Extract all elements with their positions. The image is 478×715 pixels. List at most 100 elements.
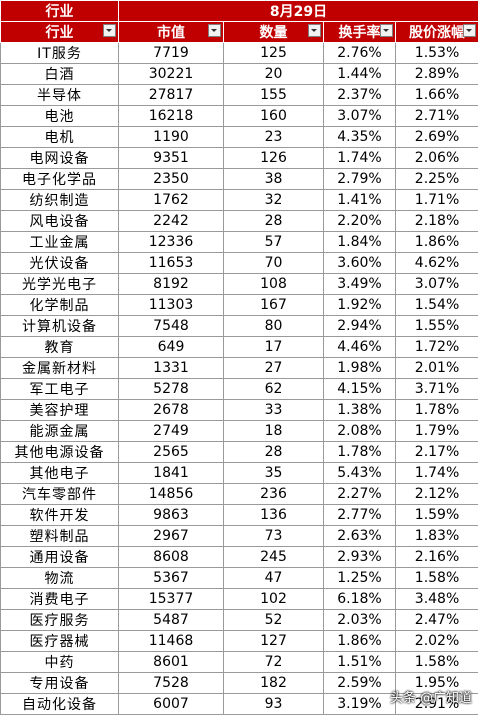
price-change-cell[interactable]: 1.66% bbox=[396, 85, 478, 106]
count-cell[interactable]: 167 bbox=[224, 295, 324, 316]
turnover-cell[interactable]: 3.60% bbox=[324, 253, 396, 274]
filter-dropdown-icon[interactable] bbox=[308, 24, 321, 37]
industry-cell[interactable]: 医疗器械 bbox=[1, 631, 119, 652]
turnover-cell[interactable]: 2.03% bbox=[324, 610, 396, 631]
turnover-cell[interactable]: 1.25% bbox=[324, 568, 396, 589]
count-cell[interactable]: 47 bbox=[224, 568, 324, 589]
turnover-cell[interactable]: 3.49% bbox=[324, 274, 396, 295]
count-cell[interactable]: 126 bbox=[224, 148, 324, 169]
industry-cell[interactable]: 纺织制造 bbox=[1, 190, 119, 211]
filter-dropdown-icon[interactable] bbox=[380, 24, 393, 37]
turnover-cell[interactable]: 4.35% bbox=[324, 127, 396, 148]
price-change-cell[interactable]: 1.74% bbox=[396, 463, 478, 484]
industry-cell[interactable]: 消费电子 bbox=[1, 589, 119, 610]
industry-cell[interactable]: 汽车零部件 bbox=[1, 484, 119, 505]
industry-cell[interactable]: 电机 bbox=[1, 127, 119, 148]
count-cell[interactable]: 80 bbox=[224, 316, 324, 337]
turnover-cell[interactable]: 1.78% bbox=[324, 442, 396, 463]
market-cap-cell[interactable]: 11468 bbox=[119, 631, 224, 652]
market-cap-cell[interactable]: 16218 bbox=[119, 106, 224, 127]
industry-cell[interactable]: 光学光电子 bbox=[1, 274, 119, 295]
turnover-cell[interactable]: 2.37% bbox=[324, 85, 396, 106]
market-cap-cell[interactable]: 11303 bbox=[119, 295, 224, 316]
price-change-cell[interactable]: 2.02% bbox=[396, 631, 478, 652]
filter-dropdown-icon[interactable] bbox=[463, 24, 476, 37]
count-cell[interactable]: 93 bbox=[224, 694, 324, 715]
industry-cell[interactable]: 计算机设备 bbox=[1, 316, 119, 337]
market-cap-cell[interactable]: 6007 bbox=[119, 694, 224, 715]
count-cell[interactable]: 57 bbox=[224, 232, 324, 253]
count-cell[interactable]: 73 bbox=[224, 526, 324, 547]
price-change-cell[interactable]: 1.59% bbox=[396, 505, 478, 526]
count-cell[interactable]: 20 bbox=[224, 64, 324, 85]
industry-cell[interactable]: 军工电子 bbox=[1, 379, 119, 400]
turnover-cell[interactable]: 1.86% bbox=[324, 631, 396, 652]
industry-cell[interactable]: 塑料制品 bbox=[1, 526, 119, 547]
market-cap-cell[interactable]: 5367 bbox=[119, 568, 224, 589]
industry-cell[interactable]: 医疗服务 bbox=[1, 610, 119, 631]
price-change-cell[interactable]: 2.18% bbox=[396, 211, 478, 232]
turnover-cell[interactable]: 4.15% bbox=[324, 379, 396, 400]
col-header-industry[interactable]: 行业 bbox=[1, 22, 119, 43]
turnover-cell[interactable]: 1.84% bbox=[324, 232, 396, 253]
turnover-cell[interactable]: 2.79% bbox=[324, 169, 396, 190]
industry-cell[interactable]: 专用设备 bbox=[1, 673, 119, 694]
turnover-cell[interactable]: 2.94% bbox=[324, 316, 396, 337]
turnover-cell[interactable]: 3.19% bbox=[324, 694, 396, 715]
price-change-cell[interactable]: 2.69% bbox=[396, 127, 478, 148]
price-change-cell[interactable]: 1.58% bbox=[396, 652, 478, 673]
market-cap-cell[interactable]: 12336 bbox=[119, 232, 224, 253]
market-cap-cell[interactable]: 1190 bbox=[119, 127, 224, 148]
market-cap-cell[interactable]: 2350 bbox=[119, 169, 224, 190]
col-header-price-change[interactable]: 股价涨幅 bbox=[396, 22, 478, 43]
count-cell[interactable]: 33 bbox=[224, 400, 324, 421]
turnover-cell[interactable]: 1.51% bbox=[324, 652, 396, 673]
count-cell[interactable]: 182 bbox=[224, 673, 324, 694]
count-cell[interactable]: 62 bbox=[224, 379, 324, 400]
market-cap-cell[interactable]: 2749 bbox=[119, 421, 224, 442]
turnover-cell[interactable]: 1.41% bbox=[324, 190, 396, 211]
market-cap-cell[interactable]: 7548 bbox=[119, 316, 224, 337]
count-cell[interactable]: 236 bbox=[224, 484, 324, 505]
turnover-cell[interactable]: 1.92% bbox=[324, 295, 396, 316]
market-cap-cell[interactable]: 5487 bbox=[119, 610, 224, 631]
industry-cell[interactable]: 中药 bbox=[1, 652, 119, 673]
count-cell[interactable]: 38 bbox=[224, 169, 324, 190]
turnover-cell[interactable]: 3.07% bbox=[324, 106, 396, 127]
industry-cell[interactable]: IT服务 bbox=[1, 43, 119, 64]
count-cell[interactable]: 108 bbox=[224, 274, 324, 295]
price-change-cell[interactable]: 2.89% bbox=[396, 64, 478, 85]
price-change-cell[interactable]: 1.55% bbox=[396, 316, 478, 337]
industry-cell[interactable]: 其他电子 bbox=[1, 463, 119, 484]
industry-cell[interactable]: 风电设备 bbox=[1, 211, 119, 232]
count-cell[interactable]: 17 bbox=[224, 337, 324, 358]
price-change-cell[interactable]: 3.48% bbox=[396, 589, 478, 610]
market-cap-cell[interactable]: 8192 bbox=[119, 274, 224, 295]
col-header-count[interactable]: 数量 bbox=[224, 22, 324, 43]
turnover-cell[interactable]: 2.63% bbox=[324, 526, 396, 547]
turnover-cell[interactable]: 2.59% bbox=[324, 673, 396, 694]
turnover-cell[interactable]: 6.18% bbox=[324, 589, 396, 610]
price-change-cell[interactable]: 2.12% bbox=[396, 484, 478, 505]
price-change-cell[interactable]: 1.83% bbox=[396, 526, 478, 547]
price-change-cell[interactable]: 3.71% bbox=[396, 379, 478, 400]
count-cell[interactable]: 52 bbox=[224, 610, 324, 631]
turnover-cell[interactable]: 2.27% bbox=[324, 484, 396, 505]
price-change-cell[interactable]: 2.25% bbox=[396, 169, 478, 190]
market-cap-cell[interactable]: 2565 bbox=[119, 442, 224, 463]
industry-cell[interactable]: 光伏设备 bbox=[1, 253, 119, 274]
turnover-cell[interactable]: 2.20% bbox=[324, 211, 396, 232]
price-change-cell[interactable]: 1.79% bbox=[396, 421, 478, 442]
market-cap-cell[interactable]: 1762 bbox=[119, 190, 224, 211]
industry-cell[interactable]: 通用设备 bbox=[1, 547, 119, 568]
market-cap-cell[interactable]: 9351 bbox=[119, 148, 224, 169]
industry-cell[interactable]: 物流 bbox=[1, 568, 119, 589]
price-change-cell[interactable]: 3.07% bbox=[396, 274, 478, 295]
market-cap-cell[interactable]: 7528 bbox=[119, 673, 224, 694]
turnover-cell[interactable]: 2.08% bbox=[324, 421, 396, 442]
price-change-cell[interactable]: 2.16% bbox=[396, 547, 478, 568]
market-cap-cell[interactable]: 2678 bbox=[119, 400, 224, 421]
col-header-market-cap[interactable]: 市值 bbox=[119, 22, 224, 43]
market-cap-cell[interactable]: 30221 bbox=[119, 64, 224, 85]
price-change-cell[interactable]: 4.62% bbox=[396, 253, 478, 274]
